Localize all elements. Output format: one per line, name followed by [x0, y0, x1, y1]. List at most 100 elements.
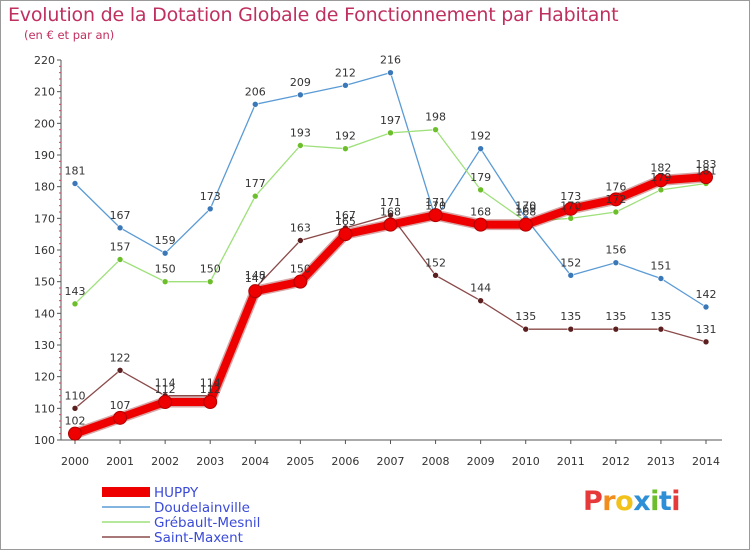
data-label: 181	[696, 165, 717, 178]
data-point	[702, 303, 710, 311]
series-saint-maxent	[71, 211, 710, 412]
data-label: 122	[110, 351, 131, 364]
data-label: 159	[155, 234, 176, 247]
data-label: 181	[65, 165, 86, 178]
series-layer	[68, 69, 713, 441]
legend-item: Saint-Maxent	[102, 530, 243, 546]
y-tick-label: 180	[34, 181, 55, 194]
x-tick-label: 2011	[557, 455, 585, 468]
data-point	[612, 208, 620, 216]
y-tick-label: 140	[34, 307, 55, 320]
logo-letter: r	[602, 486, 616, 517]
chart-title: Evolution de la Dotation Globale de Fonc…	[8, 4, 619, 26]
data-label: 112	[200, 383, 221, 396]
data-label: 198	[425, 111, 446, 124]
data-point	[563, 201, 578, 216]
x-tick-label: 2008	[422, 455, 450, 468]
data-label: 143	[65, 285, 86, 298]
data-point	[71, 300, 79, 308]
data-label: 156	[605, 244, 626, 257]
data-label: 147	[245, 272, 266, 285]
legend-item: Doudelainville	[102, 500, 250, 516]
data-label: 167	[110, 209, 131, 222]
data-point	[567, 215, 575, 222]
data-label: 170	[425, 199, 446, 212]
data-label: 167	[335, 209, 356, 222]
data-label: 152	[560, 256, 581, 269]
data-point	[206, 205, 214, 213]
data-point	[477, 145, 484, 152]
data-label: 152	[425, 256, 446, 269]
y-tick-label: 130	[34, 339, 55, 352]
data-label: 142	[696, 288, 717, 301]
data-point	[612, 325, 620, 333]
chart-subtitle: (en € et par an)	[24, 28, 115, 42]
x-tick-label: 2014	[692, 455, 720, 468]
data-label: 192	[470, 130, 491, 143]
x-tick-label: 2006	[331, 455, 359, 468]
data-point	[116, 367, 124, 374]
x-tick-label: 2000	[61, 455, 89, 468]
y-tick-label: 210	[34, 86, 55, 99]
data-point	[161, 249, 169, 257]
data-label: 102	[65, 415, 86, 428]
data-label: 209	[290, 76, 311, 89]
data-point	[608, 192, 623, 207]
proxiti-logo: Proxiti	[583, 486, 681, 517]
logo-letter: P	[583, 486, 603, 517]
legend-label: Doudelainville	[154, 500, 250, 516]
y-tick-label: 200	[34, 117, 55, 130]
y-tick-label: 220	[34, 54, 55, 67]
data-label: 135	[560, 310, 581, 323]
legend-item: Grébault-Mesnil	[102, 515, 260, 531]
logo-letter: x	[633, 486, 651, 517]
data-point	[342, 82, 349, 89]
x-tick-label: 2007	[377, 455, 405, 468]
data-point	[161, 278, 169, 285]
data-point	[158, 395, 173, 409]
data-point	[567, 272, 575, 279]
data-point	[567, 325, 575, 333]
data-label: 168	[380, 206, 401, 219]
x-tick-label: 2005	[286, 455, 314, 468]
x-tick-label: 2004	[241, 455, 269, 468]
data-point	[657, 325, 665, 333]
data-label: 192	[335, 130, 356, 143]
legend-label: Grébault-Mesnil	[154, 515, 260, 531]
x-tick-label: 2002	[151, 455, 179, 468]
series-huppy	[68, 170, 713, 441]
legend: HUPPYDoudelainvilleGrébault-MesnilSaint-…	[102, 485, 260, 546]
y-tick-label: 170	[34, 212, 55, 225]
data-label: 135	[650, 310, 671, 323]
data-point	[432, 126, 439, 133]
data-label: 206	[245, 85, 266, 98]
logo-letter: t	[658, 486, 672, 517]
data-label: 110	[65, 389, 86, 402]
data-point	[71, 180, 79, 187]
data-point	[432, 272, 439, 279]
data-point	[293, 274, 308, 289]
series-gr-bault-mesnil	[71, 126, 710, 308]
data-label: 177	[245, 177, 266, 190]
data-label: 182	[650, 161, 671, 174]
data-label: 170	[515, 199, 536, 212]
data-point	[297, 237, 304, 244]
data-label: 135	[515, 310, 536, 323]
data-label: 150	[200, 263, 221, 276]
data-point	[612, 259, 620, 266]
data-label: 176	[605, 180, 626, 193]
data-point	[248, 284, 263, 299]
data-label: 197	[380, 114, 401, 127]
x-tick-label: 2012	[602, 455, 630, 468]
data-label: 163	[290, 222, 311, 235]
data-point	[113, 410, 128, 425]
data-point	[477, 186, 484, 194]
data-label: 131	[696, 323, 717, 336]
legend-item: HUPPY	[102, 485, 199, 501]
data-point	[116, 224, 124, 232]
chart-axes: 100 110 120 130 140 150 160 170 180 190 200 210 220 2…	[34, 54, 722, 468]
data-label: 212	[335, 66, 356, 79]
data-label: 135	[605, 310, 626, 323]
data-point	[251, 101, 259, 108]
data-label: 112	[155, 383, 176, 396]
